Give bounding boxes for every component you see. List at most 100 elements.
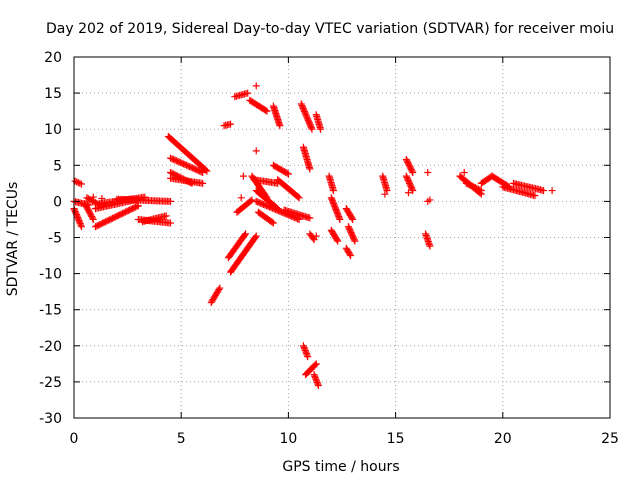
data-point-marker — [531, 192, 539, 200]
data-point-marker — [471, 184, 479, 192]
data-point-marker — [252, 232, 260, 240]
chart-title: Day 202 of 2019, Sidereal Day-to-day VTE… — [46, 21, 614, 37]
y-tick-label: -15 — [39, 303, 62, 319]
data-point-marker — [308, 125, 316, 133]
data-point-marker — [476, 186, 484, 194]
data-point-marker — [76, 179, 84, 187]
data-point-marker — [348, 214, 356, 222]
data-point-marker — [297, 100, 305, 108]
data-point-marker — [274, 207, 282, 215]
data-point-marker — [273, 206, 281, 214]
data-point-marker — [303, 113, 311, 121]
data-point-marker — [467, 182, 475, 190]
data-point-marker — [269, 204, 277, 212]
data-point-marker — [302, 350, 310, 358]
data-point-marker — [540, 187, 548, 195]
data-point-marker — [408, 167, 416, 175]
data-point-marker — [261, 201, 269, 209]
data-point-marker — [313, 377, 321, 385]
data-point-marker — [199, 179, 207, 187]
data-point-marker — [304, 115, 312, 123]
data-point-marker — [409, 187, 417, 195]
data-point-marker — [276, 207, 284, 215]
data-point-marker — [98, 195, 106, 203]
data-point-marker — [334, 237, 342, 245]
y-tick-label: -5 — [48, 231, 62, 247]
data-point-marker — [276, 122, 284, 130]
data-point-marker — [464, 180, 472, 188]
data-point-marker — [301, 109, 309, 117]
data-point-marker — [270, 205, 278, 213]
data-point-marker — [311, 372, 319, 380]
data-point-marker — [89, 193, 97, 201]
data-point-marker — [305, 118, 313, 126]
data-point-marker — [239, 172, 247, 180]
data-point-marker — [381, 190, 389, 198]
data-point-marker — [76, 220, 84, 228]
data-point-marker — [199, 169, 207, 177]
data-point-marker — [301, 345, 309, 353]
data-point-marker — [468, 182, 476, 190]
data-point-marker — [314, 382, 322, 390]
data-point-marker — [197, 168, 205, 176]
data-point-marker — [306, 165, 314, 173]
y-tick-label: -25 — [39, 375, 62, 391]
data-point-marker — [311, 374, 319, 382]
data-point-marker — [302, 110, 310, 118]
y-tick-label: 20 — [44, 50, 62, 66]
data-point-marker — [312, 232, 320, 240]
data-point-marker — [262, 106, 270, 114]
data-point-marker — [89, 215, 97, 223]
data-point-marker — [248, 196, 256, 204]
data-point-marker — [424, 169, 432, 177]
data-point-marker — [89, 214, 97, 222]
data-point-marker — [284, 170, 292, 178]
data-point-marker — [166, 219, 174, 227]
data-point-marker — [302, 112, 310, 120]
data-point-marker — [408, 185, 416, 193]
data-point-marker — [307, 122, 315, 130]
data-point-marker — [162, 212, 170, 220]
data-point-marker — [312, 375, 320, 383]
data-point-marker — [299, 342, 307, 350]
data-point-marker — [465, 181, 473, 189]
data-point-marker — [351, 237, 359, 245]
data-point-marker — [74, 214, 82, 222]
data-point-marker — [477, 187, 485, 195]
grid-lines — [74, 57, 610, 418]
data-point-marker — [329, 187, 337, 195]
data-point-marker — [133, 202, 141, 210]
data-point-marker — [347, 252, 355, 260]
x-axis-label: GPS time / hours — [282, 459, 399, 475]
data-point-marker — [299, 103, 307, 111]
y-tick-label: 15 — [44, 86, 62, 102]
data-point-marker — [78, 180, 86, 188]
x-tick-label: 20 — [494, 431, 512, 447]
data-point-marker — [71, 177, 79, 185]
data-point-marker — [75, 217, 83, 225]
data-point-marker — [71, 208, 79, 216]
data-point-marker — [383, 187, 391, 195]
data-point-marker — [242, 230, 250, 238]
data-point-marker — [203, 167, 211, 175]
data-point-marker — [302, 348, 310, 356]
data-point-marker — [306, 214, 314, 222]
data-point-marker — [78, 223, 86, 231]
data-point-marker — [244, 89, 252, 97]
x-tick-label: 0 — [70, 431, 79, 447]
data-point-marker — [271, 205, 279, 213]
data-point-marker — [304, 116, 312, 124]
data-point-marker — [71, 206, 79, 214]
data-point-marker — [227, 120, 235, 128]
data-point-marker — [305, 119, 313, 127]
data-point-marker — [252, 147, 260, 155]
data-point-marker — [470, 183, 478, 191]
data-point-marker — [313, 378, 321, 386]
data-point-marker — [310, 236, 318, 244]
y-axis-ticks: -30 -25 -20 -15 -10 -5 0 5 10 15 20 — [39, 50, 610, 427]
y-tick-label: -10 — [39, 267, 62, 283]
data-point-marker — [311, 361, 319, 369]
data-point-marker — [257, 199, 265, 207]
data-point-marker — [312, 360, 320, 368]
